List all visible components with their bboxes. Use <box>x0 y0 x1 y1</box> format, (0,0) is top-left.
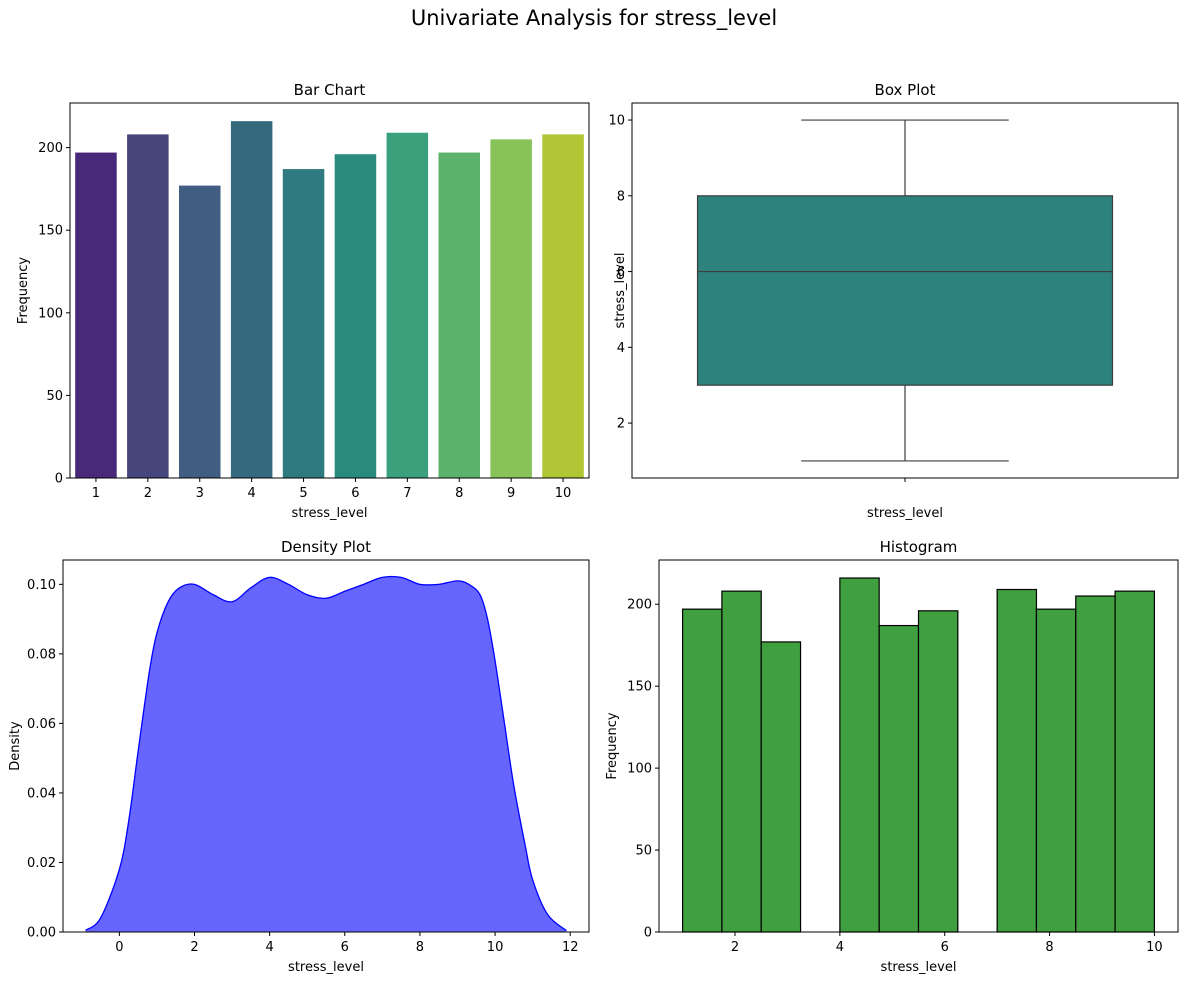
bar-chart-xtick-label: 3 <box>196 486 204 501</box>
bar-10 <box>542 134 584 478</box>
bar-chart-ytick-label: 100 <box>38 306 63 321</box>
histogram-panel: Histogram stress_level 0 50 100 150 200 Frequen… <box>605 538 1179 975</box>
bar-chart-xtick-label: 1 <box>92 486 100 501</box>
bar-chart-panel: Bar Chart stress_level 0 50 100 150 200 Frequen… <box>16 81 590 521</box>
density-plot-xtick-label: 6 <box>341 940 349 955</box>
histogram-axes-frame <box>658 559 1179 933</box>
bar-5 <box>282 169 325 479</box>
histogram-bar <box>681 608 723 933</box>
density-plot-ylabel: Density <box>8 721 23 771</box>
histogram-title: Histogram <box>880 538 958 556</box>
histogram-ytick-label: 100 <box>627 762 652 777</box>
density-plot-xtick-label: 8 <box>416 940 424 955</box>
box-iqr <box>696 195 1114 386</box>
bar-chart-ytick-label: 0 <box>55 472 63 487</box>
histogram-xtick-label: 2 <box>731 940 739 955</box>
density-plot-ytick-label: 0.04 <box>27 786 56 801</box>
density-area <box>85 576 567 932</box>
figure-suptitle: Univariate Analysis for stress_level <box>411 6 777 31</box>
bar-chart-ylabel: Frequency <box>16 257 31 324</box>
density-plot-xtick-label: 0 <box>115 940 123 955</box>
density-plot-panel: Density Plot stress_level 0.00 0.02 0.04 0.06… <box>8 538 590 975</box>
bar-chart-xtick-label: 5 <box>299 486 307 501</box>
density-plot-xtick-label: 4 <box>266 940 274 955</box>
box-plot-ytick-label: 4 <box>617 341 625 356</box>
histogram-xtick-label: 10 <box>1146 940 1163 955</box>
bar-chart-ytick-label: 200 <box>38 141 63 156</box>
box-plot-ylabel: stress_level <box>613 253 628 329</box>
histogram-bar <box>1075 595 1116 933</box>
histogram-bar <box>1114 590 1156 933</box>
histogram-bar <box>917 610 959 933</box>
density-plot-xlabel: stress_level <box>288 960 364 975</box>
histogram-xlabel: stress_level <box>881 960 957 975</box>
density-curve <box>85 575 567 932</box>
density-plot-title: Density Plot <box>281 538 371 556</box>
density-plot-xtick-label: 2 <box>190 940 198 955</box>
bar-3 <box>178 185 221 478</box>
bar-chart-xtick-label: 4 <box>248 486 256 501</box>
density-plot-ytick-label: 0.06 <box>27 717 56 732</box>
histogram-ytick-label: 150 <box>627 680 652 695</box>
density-plot-axes-frame <box>62 559 590 933</box>
density-plot-xtick-label: 12 <box>562 940 579 955</box>
bar-1 <box>75 152 117 478</box>
bar-2 <box>127 134 169 478</box>
histogram-xtick-label: 8 <box>1045 940 1053 955</box>
histogram-ytick-label: 50 <box>635 844 652 859</box>
histogram-ylabel: Frequency <box>605 712 620 779</box>
bar-4 <box>230 121 273 478</box>
box-plot-ytick-label: 2 <box>617 417 625 432</box>
bar-chart-xtick-label: 6 <box>351 486 359 501</box>
box-plot-ytick-label: 8 <box>617 189 625 204</box>
bar-chart-xtick-label: 2 <box>144 486 152 501</box>
histogram-xtick-label: 6 <box>941 940 949 955</box>
histogram-bar <box>878 624 920 933</box>
bar-chart-ytick-label: 150 <box>38 224 63 239</box>
bar-7 <box>386 132 429 478</box>
bar-chart-xtick-label: 7 <box>403 486 411 501</box>
density-plot-ytick-label: 0.02 <box>27 856 56 871</box>
bar-chart-axes-frame <box>69 102 590 479</box>
box-plot-xlabel: stress_level <box>867 506 943 521</box>
bar-9 <box>490 139 532 478</box>
bar-chart-title: Bar Chart <box>294 81 366 99</box>
histogram-bar <box>996 588 1038 933</box>
density-plot-ytick-label: 0.10 <box>27 578 56 593</box>
histogram-xtick-label: 4 <box>836 940 844 955</box>
histogram-ytick-label: 200 <box>627 598 652 613</box>
density-plot-ytick-label: 0.08 <box>27 647 56 662</box>
box-plot-axes-frame <box>631 102 1179 479</box>
bar-6 <box>334 154 377 478</box>
histogram-bar <box>721 590 762 933</box>
density-plot-xtick-label: 10 <box>487 940 504 955</box>
bar-chart-ytick-label: 50 <box>46 389 63 404</box>
histogram-ytick-label: 0 <box>644 926 652 941</box>
bar-chart-xtick-label: 8 <box>455 486 463 501</box>
bar-chart-xlabel: stress_level <box>292 506 368 521</box>
histogram-bar <box>839 577 880 933</box>
bar-8 <box>438 152 481 478</box>
box-plot-title: Box Plot <box>875 81 936 99</box>
histogram-bar <box>760 641 802 933</box>
histogram-bar <box>1035 608 1077 933</box>
box-plot-ytick-label: 6 <box>617 265 625 280</box>
box-plot-panel: Box Plot stress_level 2 4 6 8 10 stress_level <box>608 81 1179 521</box>
box-plot-ytick-label: 10 <box>608 114 625 129</box>
bar-chart-xtick-label: 9 <box>507 486 515 501</box>
bar-chart-xtick-label: 10 <box>555 486 572 501</box>
density-plot-ytick-label: 0.00 <box>27 926 56 941</box>
